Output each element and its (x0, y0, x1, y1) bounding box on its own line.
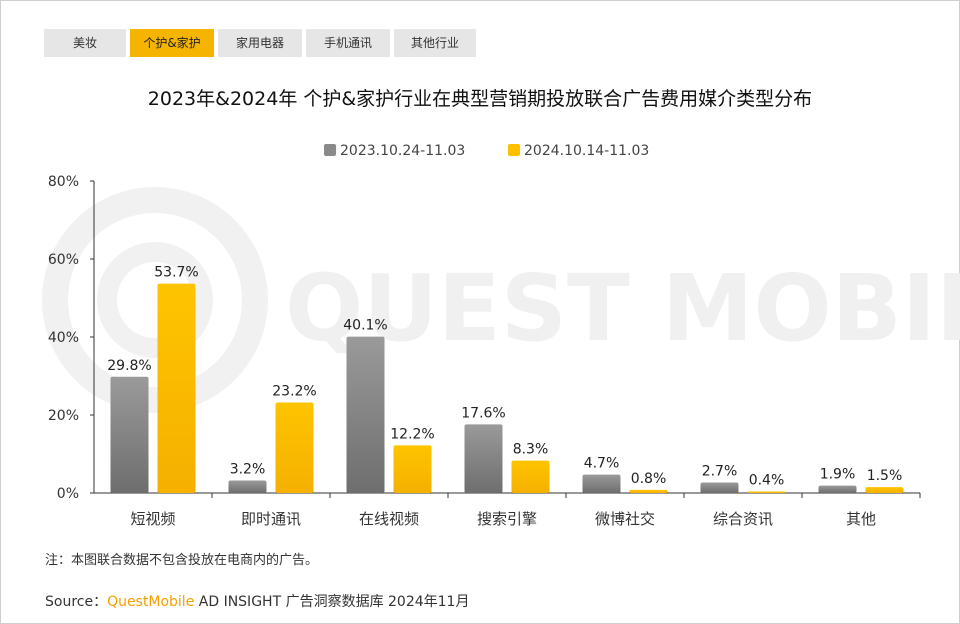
bar-2023 (700, 482, 739, 493)
chart-title: 2023年&2024年 个护&家护行业在典型营销期投放联合广告费用媒介类型分布 (147, 88, 813, 110)
tab-4[interactable]: 手机通讯 (306, 29, 390, 57)
y-tick-label: 60% (48, 252, 79, 268)
bar-2024 (629, 489, 668, 493)
data-label: 1.5% (867, 468, 903, 484)
source-brand: QuestMobile (107, 594, 195, 610)
data-label: 1.9% (820, 467, 856, 483)
data-label: 12.2% (390, 426, 434, 442)
data-label: 53.7% (154, 265, 198, 281)
source-prefix: Source： (45, 594, 108, 610)
tab-3[interactable]: 家用电器 (218, 29, 302, 57)
footnote: 注：本图联合数据不包含投放在电商内的广告。 (45, 553, 319, 568)
y-tick-label: 80% (48, 174, 79, 190)
tab-2[interactable]: 个护&家护 (130, 29, 214, 57)
bar-2024 (393, 445, 432, 493)
data-label: 4.7% (584, 456, 620, 472)
bar-2024 (511, 460, 550, 493)
x-tick-label: 微博社交 (595, 510, 655, 528)
tab-1[interactable]: 美妆 (44, 29, 126, 57)
source-line: Source：QuestMobile AD INSIGHT 广告洞察数据库 20… (45, 591, 469, 611)
bar-2023 (110, 376, 149, 493)
bar-2023 (228, 480, 267, 493)
x-tick-label: 综合资讯 (713, 510, 773, 528)
legend-swatch-2024 (508, 144, 520, 156)
data-label: 8.3% (513, 442, 549, 458)
bar-2024 (865, 487, 904, 493)
legend-label-2024: 2024.10.14-11.03 (524, 143, 650, 159)
legend-label-2023: 2023.10.24-11.03 (340, 143, 466, 159)
data-label: 23.2% (272, 384, 316, 400)
y-tick-label: 20% (48, 408, 79, 424)
legend-item-2023: 2023.10.24-11.03 (324, 141, 465, 161)
data-label: 17.6% (461, 405, 505, 421)
x-tick-label: 短视频 (130, 510, 175, 528)
y-tick-label: 40% (48, 330, 79, 346)
chart-legend: 2023.10.24-11.03 2024.10.14-11.03 (0, 141, 960, 161)
legend-item-2024: 2024.10.14-11.03 (508, 141, 649, 161)
data-label: 3.2% (230, 462, 266, 478)
data-label: 0.4% (749, 472, 785, 488)
legend-swatch-2023 (324, 144, 336, 156)
y-tick-label: 0% (57, 486, 79, 502)
bar-2023 (346, 336, 385, 493)
bar-2024 (275, 402, 314, 493)
bar-2023 (582, 474, 621, 493)
x-tick-label: 即时通讯 (241, 510, 301, 528)
x-tick-label: 搜索引擎 (477, 510, 537, 528)
bar-2023 (464, 424, 503, 493)
bar-2024 (747, 491, 786, 493)
data-label: 29.8% (107, 358, 151, 374)
source-rest: AD INSIGHT 广告洞察数据库 2024年11月 (194, 594, 470, 610)
data-label: 40.1% (343, 318, 387, 334)
data-label: 0.8% (631, 471, 667, 487)
data-label: 2.7% (702, 463, 738, 479)
bar-2023 (818, 485, 857, 493)
x-tick-label: 在线视频 (359, 510, 419, 528)
bar-2024 (157, 283, 196, 493)
tab-5[interactable]: 其他行业 (394, 29, 476, 57)
x-tick-label: 其他 (846, 510, 876, 528)
